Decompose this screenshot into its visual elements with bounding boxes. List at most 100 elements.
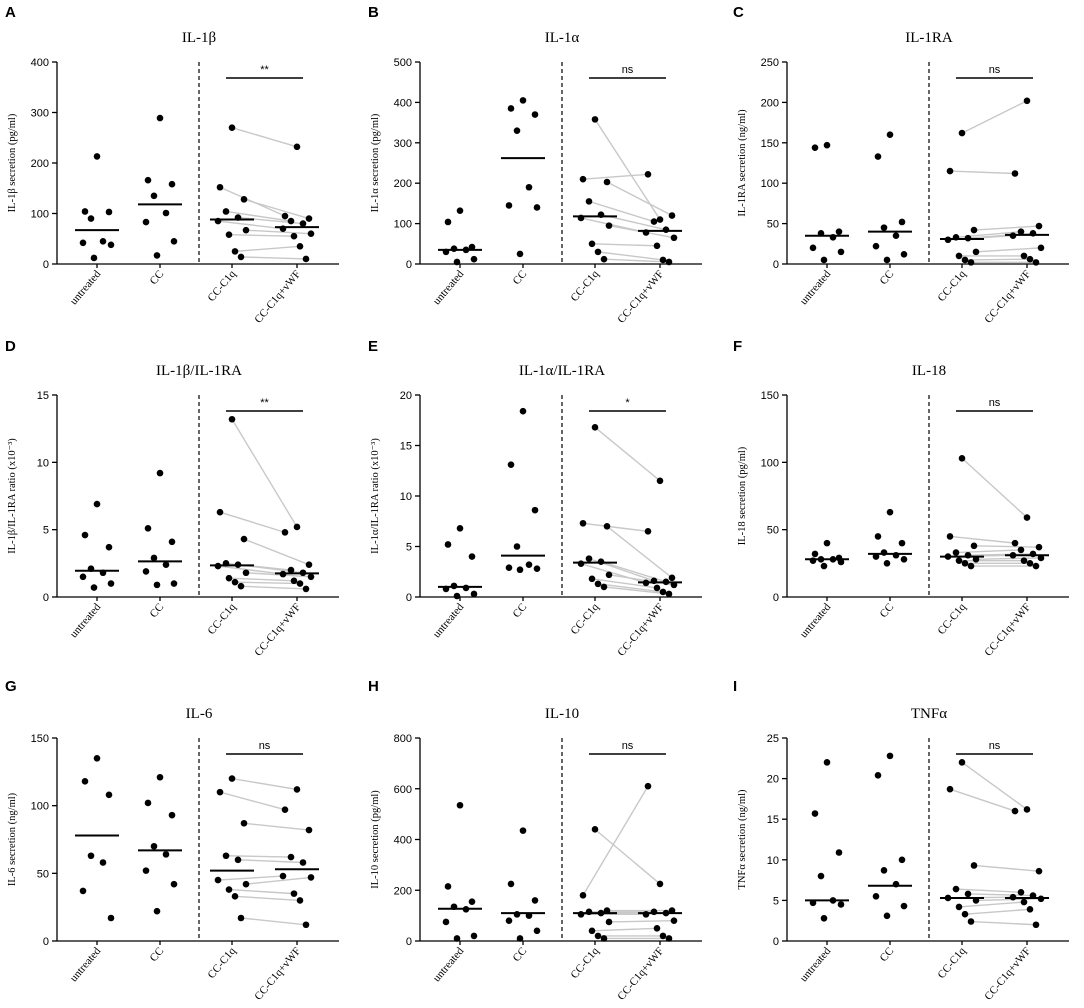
x-tick-label: CC-C1q [206, 601, 239, 637]
paired-line [243, 198, 310, 220]
data-point [87, 852, 95, 860]
panel-d: D IL-1β/IL-1RA IL-1β/IL-1RA ratio (x10⁻³) 0… [5, 338, 339, 659]
data-point [453, 258, 461, 266]
data-point [462, 584, 470, 592]
paired-line [594, 426, 661, 482]
data-point [579, 175, 587, 183]
data-point [287, 566, 295, 574]
x-tick-label: CC-C1q [936, 945, 969, 981]
data-point [644, 171, 652, 178]
panel-title: IL-6 [186, 706, 213, 722]
data-point [605, 571, 613, 579]
significance-label: ns [622, 740, 634, 752]
panel-h: H IL-10 IL-10 secretion (pg/ml) 0 200 400 600 8… [368, 678, 702, 1003]
panel-label: H [368, 678, 379, 695]
y-tick-label: 400 [394, 97, 412, 109]
significance-label: ns [622, 64, 634, 76]
data-point [516, 935, 524, 942]
panel-title: IL-1β [182, 30, 216, 46]
panel-label: I [733, 678, 737, 695]
paired-line [973, 864, 1040, 872]
data-point [162, 209, 170, 217]
paired-line [219, 511, 286, 534]
data-point [670, 234, 678, 242]
y-tick-label: 0 [43, 936, 49, 948]
data-point [591, 826, 599, 833]
data-point [970, 226, 978, 234]
data-point [293, 523, 301, 531]
data-point [242, 569, 250, 577]
x-tick-label: CC-C1q [569, 268, 602, 304]
data-point [468, 898, 476, 905]
significance-label: ** [260, 64, 269, 76]
data-point [579, 519, 587, 527]
data-point [93, 755, 101, 762]
y-tick-label: 150 [761, 138, 779, 150]
x-tick-label: CC-C1q [569, 945, 602, 981]
data-point [105, 791, 113, 799]
paired-line [228, 888, 295, 895]
y-tick-label: 200 [394, 178, 412, 190]
paired-line [240, 256, 307, 260]
paired-line [240, 917, 307, 926]
data-point [107, 914, 115, 922]
data-point [823, 759, 831, 766]
x-tick-label: CC [878, 945, 897, 964]
y-tick-label: 5 [43, 525, 49, 537]
data-point [650, 218, 658, 225]
data-point [222, 852, 230, 860]
data-point [240, 819, 248, 827]
paired-line [603, 586, 670, 595]
data-point [952, 885, 960, 893]
data-point [594, 580, 602, 588]
data-point [144, 176, 152, 184]
panel-title: IL-10 [545, 706, 579, 722]
paired-line [594, 118, 661, 220]
significance-label: ns [989, 740, 1001, 752]
y-tick-label: 0 [406, 936, 412, 948]
data-point [170, 237, 178, 245]
paired-line [231, 126, 298, 148]
y-tick-label: 10 [767, 855, 779, 867]
y-tick-label: 600 [394, 784, 412, 796]
data-point [967, 918, 975, 925]
data-point [659, 256, 667, 264]
data-point [225, 886, 233, 893]
y-axis-label: IL-6 secretion (ng/ml) [7, 792, 18, 886]
data-point [99, 859, 107, 866]
y-tick-label: 100 [394, 219, 412, 231]
data-point [290, 232, 298, 240]
y-tick-label: 200 [761, 97, 779, 109]
data-point [585, 908, 593, 916]
data-point [142, 867, 150, 874]
paired-line [591, 578, 658, 589]
data-point [665, 935, 673, 942]
paired-line [606, 525, 673, 579]
data-point [820, 914, 828, 922]
x-tick-label: untreated [431, 945, 467, 984]
data-point [105, 543, 113, 551]
data-point [591, 116, 599, 123]
paired-line [588, 200, 655, 223]
x-tick-label: untreated [68, 945, 104, 984]
x-tick-label: CC [511, 945, 530, 964]
y-axis-label: IL-1RA secretion (ng/ml) [737, 109, 748, 217]
data-point [444, 541, 452, 548]
x-tick-label: untreated [431, 601, 467, 640]
x-tick-label: CC-C1q+vWF [982, 601, 1033, 658]
data-point [1037, 554, 1045, 562]
significance-label: ** [260, 397, 269, 409]
data-point [214, 876, 222, 884]
data-point [453, 935, 461, 942]
data-point [107, 241, 115, 249]
data-point [507, 880, 515, 888]
data-point [162, 851, 170, 858]
data-point [516, 566, 524, 574]
data-point [946, 533, 954, 540]
data-point [153, 907, 161, 915]
data-point [444, 218, 452, 226]
data-point [79, 887, 87, 895]
data-point [222, 208, 230, 215]
data-point [170, 580, 178, 587]
data-point [659, 932, 667, 940]
